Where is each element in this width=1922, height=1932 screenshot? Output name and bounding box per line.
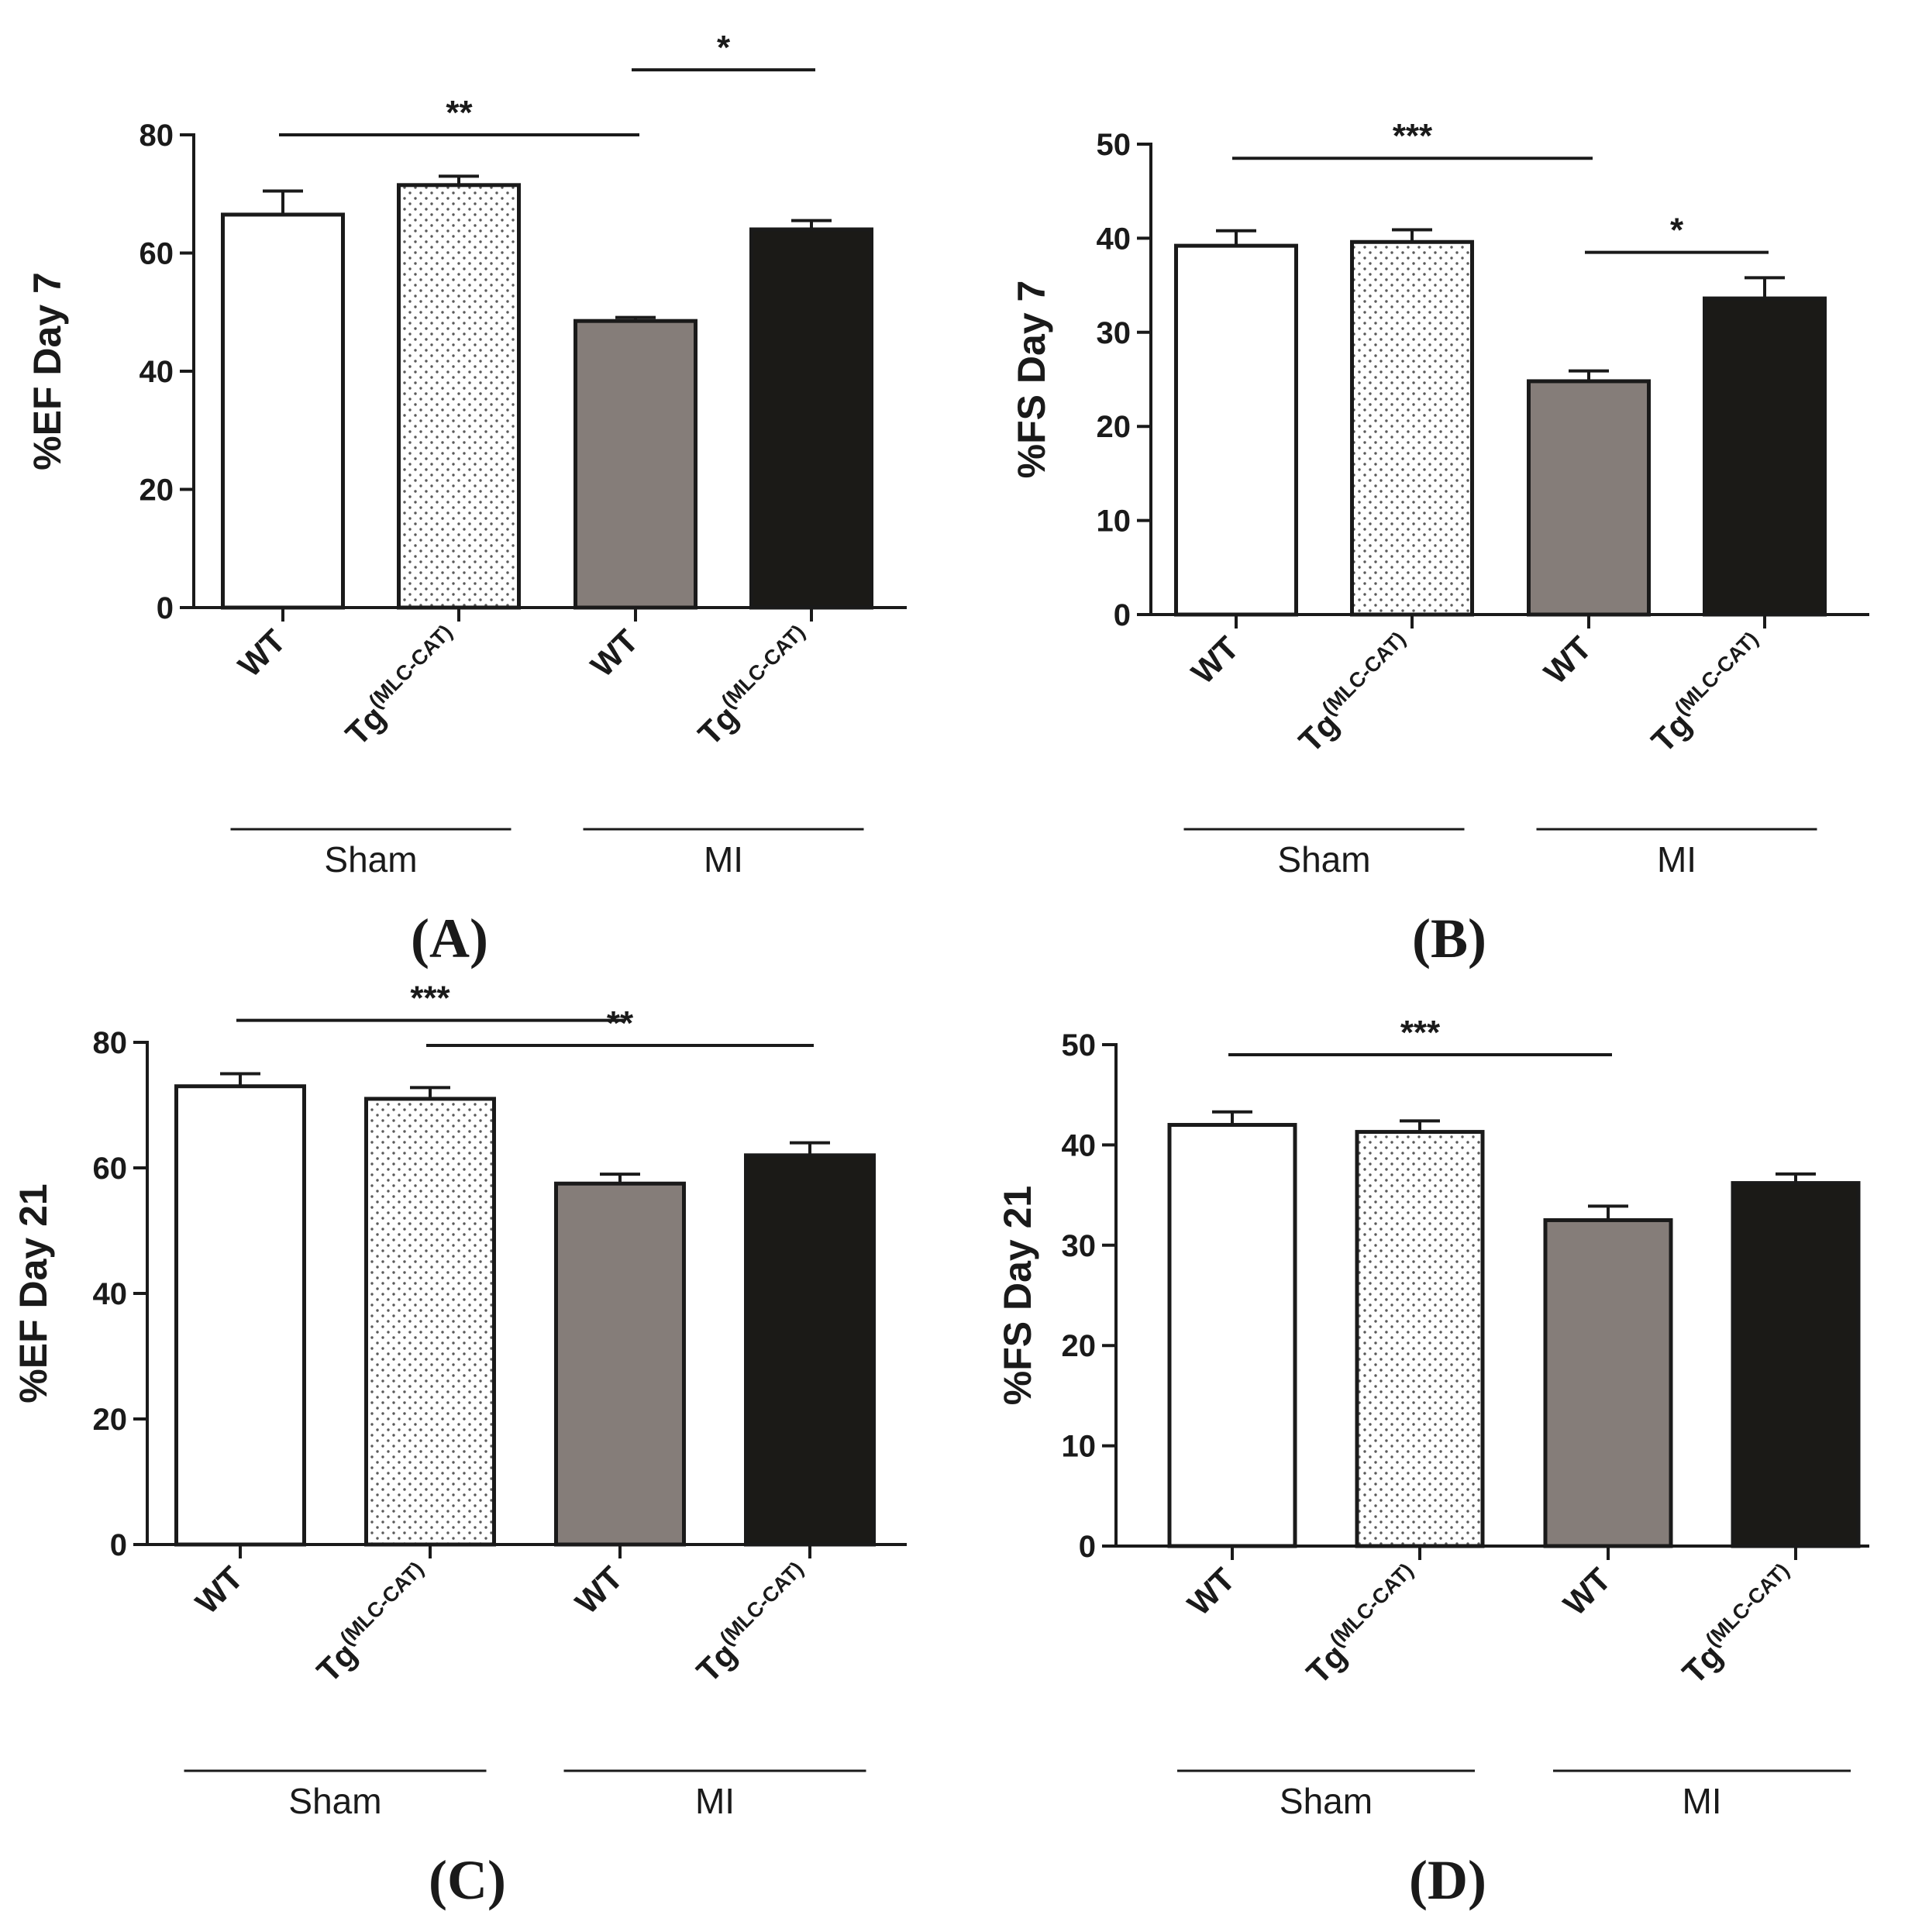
panel-b-group-label-sham: Sham [1277,839,1370,880]
panel-a-y-tick-label-1: 20 [140,474,174,508]
panel-a-error-bar-3 [615,315,656,322]
panel-a-bar-1 [221,212,345,610]
panel-a-y-tick-label-3: 60 [140,237,174,271]
panel-d-group-label-sham: Sham [1280,1781,1373,1821]
panel-d-y-tick-label-1: 10 [1062,1430,1097,1464]
panel-c-group-label-mi: MI [695,1781,735,1821]
panel-c-y-tick-label-0: 0 [110,1528,127,1562]
panel-b-error-bar-3 [1569,369,1609,381]
panel-c-category-label-1: WT [188,1559,250,1621]
panel-b-error-bar-1 [1216,229,1256,246]
panel-a-category-label-1: WT [231,622,293,684]
panel-c-bar-2 [364,1097,496,1547]
panel-b-y-tick-label-4: 40 [1097,222,1132,256]
panel-a-y-tick-label-4: 80 [140,119,174,153]
panel-a: 0 20 40 60 80 WT Tg(MLC-CAT) WT Tg(MLC-CAT) %EF D… [26,29,907,969]
panel-c-bar-1 [174,1084,306,1547]
panel-a-bar-4 [749,227,873,610]
panel-d-y-tick-label-0: 0 [1079,1530,1096,1564]
panel-d: 0 10 20 30 40 50 WT Tg(MLC-CAT) WT Tg(MLC-CAT) %FS… [996,1014,1869,1911]
panel-a-category-label-4: Tg(MLC-CAT) [689,620,822,752]
panel-d-error-bar-2 [1400,1119,1440,1132]
panel-c-y-tick-label-4: 80 [93,1026,128,1060]
panel-c-y-axis-label: %EF Day 21 [12,1183,55,1403]
panel-b: 0 10 20 30 40 50 WT Tg(MLC-CAT) WT Tg(MLC-CAT) %FS… [1010,117,1869,969]
panel-c-group-label-sham: Sham [288,1781,381,1821]
panel-b-bar-3 [1527,379,1651,617]
panel-a-category-label-3: WT [584,622,646,684]
panel-b-category-label-2: Tg(MLC-CAT) [1290,627,1422,759]
panel-d-bar-4 [1731,1181,1861,1548]
panel-a-significance-label-1: ** [446,94,473,132]
panel-b-y-tick-label-3: 30 [1097,316,1132,350]
panel-a-group-label-mi: MI [704,839,743,880]
panel-b-y-tick-label-1: 10 [1097,505,1132,539]
panel-d-y-tick-label-4: 40 [1062,1128,1097,1162]
panel-b-category-label-4: Tg(MLC-CAT) [1642,627,1775,759]
panel-d-y-axis-label: %FS Day 21 [996,1186,1039,1405]
panel-a-group-label-sham: Sham [324,839,417,880]
panel-a-error-bar-4 [791,219,832,229]
panel-a-category-label-2: Tg(MLC-CAT) [336,620,469,752]
panel-b-category-label-3: WT [1537,629,1599,691]
panel-c-error-bar-4 [790,1141,830,1155]
panel-b-y-tick-label-5: 50 [1097,128,1132,162]
panel-b-bar-1 [1174,243,1298,617]
panel-a-y-tick-label-0: 0 [157,591,174,625]
panel-d-bar-2 [1355,1130,1485,1548]
panel-d-letter: (D) [1409,1849,1486,1911]
panel-a-bar-2 [397,183,521,610]
panel-a-significance-label-2: * [717,29,731,67]
panel-d-error-bar-3 [1588,1204,1628,1221]
panel-a-bar-3 [574,319,698,610]
panel-c-significance-label-2: ** [607,1004,634,1042]
panel-a-y-tick-label-2: 40 [140,355,174,389]
panel-b-bar-2 [1350,239,1474,617]
panel-b-y-tick-label-2: 20 [1097,410,1132,444]
panel-b-group-label-mi: MI [1657,839,1696,880]
panel-d-y-tick-label-3: 30 [1062,1229,1097,1263]
panel-b-error-bar-2 [1392,228,1432,243]
panel-c-y-tick-label-2: 40 [93,1277,128,1311]
panel-c-error-bar-2 [410,1086,450,1099]
panel-d-error-bar-1 [1212,1110,1252,1125]
panel-d-category-label-3: WT [1556,1561,1618,1623]
panel-c-significance-label-1: *** [410,980,450,1018]
panel-a-error-bar-2 [439,174,479,185]
panel-d-group-label-mi: MI [1682,1781,1721,1821]
panel-a-letter: (A) [411,907,488,969]
panel-d-significance-label-1: *** [1400,1014,1441,1052]
panel-c-y-tick-label-3: 60 [93,1152,128,1186]
panel-b-letter: (B) [1412,907,1486,969]
panel-c-error-bar-1 [220,1072,260,1087]
panel-b-bar-4 [1703,296,1827,617]
panel-d-category-label-1: WT [1180,1561,1242,1623]
panel-c-category-label-3: WT [568,1559,630,1621]
panel-c-error-bar-3 [600,1173,640,1184]
panel-d-y-tick-label-2: 20 [1062,1329,1097,1363]
panel-b-error-bar-4 [1745,276,1785,299]
panel-d-category-label-2: Tg(MLC-CAT) [1297,1558,1430,1691]
panel-c-category-label-2: Tg(MLC-CAT) [308,1557,440,1689]
panel-b-significance-label-1: *** [1393,117,1433,155]
panel-b-category-label-1: WT [1184,629,1246,691]
panel-c-letter: (C) [429,1849,506,1911]
panel-b-significance-label-2: * [1670,212,1684,250]
panel-a-error-bar-1 [263,189,303,215]
panel-c: 0 20 40 60 80 WT Tg(MLC-CAT) WT Tg(MLC-CAT) %EF D… [12,980,907,1911]
panel-c-bar-3 [554,1181,686,1547]
panel-d-y-tick-label-5: 50 [1062,1028,1097,1062]
panel-b-y-tick-label-0: 0 [1114,598,1131,632]
panel-c-category-label-4: Tg(MLC-CAT) [687,1557,820,1689]
panel-d-category-label-4: Tg(MLC-CAT) [1673,1558,1806,1691]
panel-c-bar-4 [744,1153,876,1547]
panel-d-bar-3 [1543,1217,1673,1548]
panel-d-error-bar-4 [1776,1172,1816,1183]
panel-c-y-tick-label-1: 20 [93,1403,128,1437]
panel-d-bar-1 [1167,1123,1297,1548]
panel-a-y-axis-label: %EF Day 7 [26,272,69,470]
panel-b-y-axis-label: %FS Day 7 [1010,281,1053,479]
